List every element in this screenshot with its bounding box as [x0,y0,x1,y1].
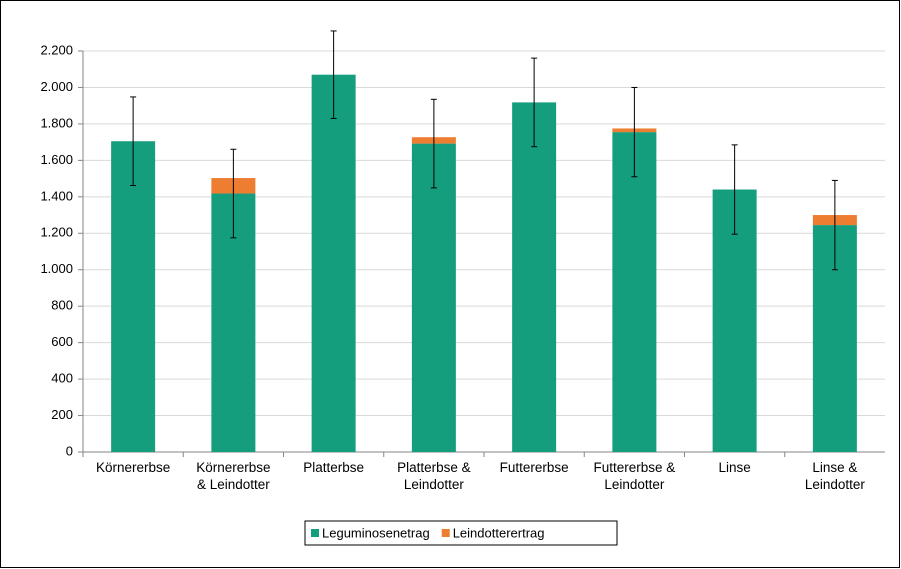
y-tick-label: 1.000 [40,261,73,276]
bar-segment [411,143,456,452]
error-bar [731,144,738,235]
y-tick-label: 200 [51,407,73,422]
y-tick-label: 400 [51,371,73,386]
y-tick-label: 1.200 [40,225,73,240]
bar-segment [512,102,557,452]
error-bar [831,179,838,271]
x-tick-label: Linse & Leindotter [804,460,865,492]
error-bar [230,148,237,239]
y-tick-label: 1.400 [40,188,73,203]
legend-swatch [311,529,319,537]
bar-segment [111,141,156,452]
error-bar [130,96,137,187]
x-tick-label: Linse [718,460,751,475]
y-tick-label: 1.800 [40,115,73,130]
y-tick-label: 800 [51,298,73,313]
legend-swatch [441,529,450,537]
y-tick-label: 600 [51,334,73,349]
x-tick-label: Platterbse [303,460,365,475]
y-tick-label: 2.000 [40,79,73,94]
x-tick-label: Körnererbse & Leindotter [196,460,271,492]
error-bar [430,98,437,189]
legend-label: Leguminosenetrag [322,525,430,540]
bar-segment [311,74,356,452]
x-tick-label: Körnererbse [95,460,171,475]
x-tick-label: Futtererbse [499,460,569,475]
y-tick-label: 2.200 [40,42,73,57]
legend-label: Leindotterertrag [453,525,545,540]
y-tick-label: 0 [66,443,73,458]
x-tick-label: Futtererbse & Leindotter [593,460,676,492]
error-bar [330,30,337,119]
legend-box [304,520,618,546]
bar-segment [612,132,657,452]
error-bar [531,57,538,148]
x-tick-label: Platterbse & Leindotter [397,460,471,492]
error-bar [631,86,638,178]
y-tick-label: 1.600 [40,152,73,167]
